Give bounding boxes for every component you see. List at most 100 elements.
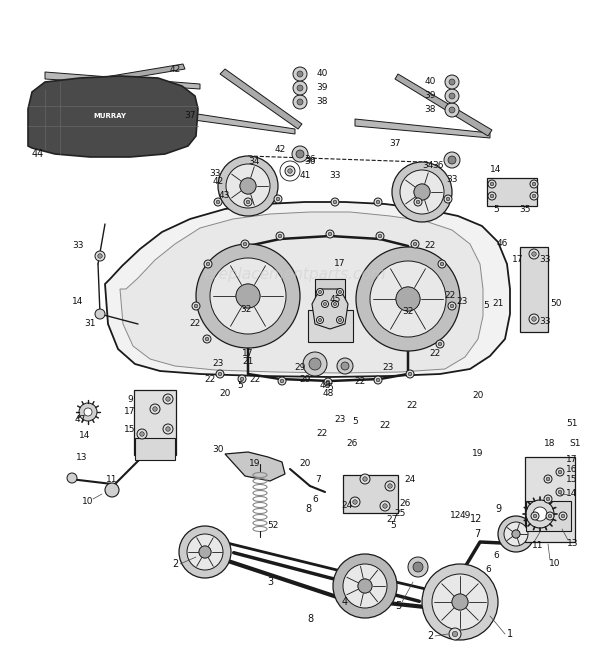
- Text: 22: 22: [204, 374, 215, 384]
- Circle shape: [488, 192, 496, 200]
- Circle shape: [280, 379, 284, 383]
- Circle shape: [326, 380, 330, 384]
- Text: 20: 20: [299, 459, 311, 469]
- Circle shape: [323, 302, 327, 305]
- Circle shape: [163, 424, 173, 434]
- Circle shape: [374, 376, 382, 384]
- Text: 51: 51: [566, 420, 578, 428]
- Circle shape: [274, 195, 282, 203]
- Circle shape: [316, 317, 323, 323]
- Circle shape: [67, 473, 77, 483]
- Text: 6: 6: [312, 495, 318, 503]
- Text: 19: 19: [249, 459, 261, 469]
- Circle shape: [216, 370, 224, 378]
- Circle shape: [376, 378, 380, 382]
- Text: 44: 44: [32, 149, 44, 159]
- Circle shape: [546, 477, 550, 481]
- Circle shape: [210, 258, 286, 334]
- Circle shape: [194, 304, 198, 308]
- Circle shape: [331, 198, 339, 206]
- Circle shape: [396, 287, 420, 311]
- Circle shape: [530, 180, 538, 188]
- Circle shape: [445, 89, 459, 103]
- Bar: [134, 390, 176, 454]
- Circle shape: [341, 362, 349, 370]
- Circle shape: [533, 507, 547, 521]
- Polygon shape: [63, 64, 185, 89]
- Text: 20: 20: [473, 392, 484, 400]
- Circle shape: [337, 358, 353, 374]
- Circle shape: [358, 579, 372, 593]
- Text: 33: 33: [72, 242, 84, 250]
- Circle shape: [370, 261, 446, 337]
- Circle shape: [414, 184, 430, 200]
- Circle shape: [532, 252, 536, 256]
- Text: 14: 14: [566, 489, 578, 499]
- Circle shape: [241, 240, 249, 248]
- Circle shape: [240, 178, 256, 194]
- Text: 22: 22: [379, 422, 391, 430]
- Text: 48: 48: [322, 390, 334, 398]
- Text: 22: 22: [316, 430, 327, 438]
- Circle shape: [360, 474, 370, 484]
- Circle shape: [546, 512, 554, 520]
- Circle shape: [504, 522, 528, 546]
- Text: 10: 10: [549, 560, 560, 568]
- Text: 33: 33: [539, 317, 550, 327]
- Circle shape: [561, 514, 565, 518]
- Circle shape: [449, 79, 455, 85]
- Text: 5: 5: [237, 382, 243, 390]
- Text: 40: 40: [316, 70, 327, 78]
- Text: 24: 24: [404, 475, 415, 483]
- Circle shape: [530, 192, 538, 200]
- Text: 32: 32: [402, 307, 414, 317]
- Circle shape: [205, 337, 209, 341]
- Circle shape: [490, 194, 494, 198]
- Circle shape: [199, 546, 211, 558]
- Circle shape: [512, 530, 520, 538]
- Circle shape: [153, 407, 158, 411]
- Circle shape: [488, 180, 496, 188]
- Circle shape: [432, 574, 488, 630]
- Polygon shape: [312, 289, 348, 329]
- Circle shape: [444, 195, 452, 203]
- Circle shape: [498, 516, 534, 552]
- Circle shape: [179, 526, 231, 578]
- Polygon shape: [395, 74, 492, 136]
- Circle shape: [303, 352, 327, 376]
- Bar: [520, 246, 548, 331]
- Circle shape: [296, 150, 304, 158]
- Circle shape: [526, 500, 554, 528]
- Circle shape: [411, 240, 419, 248]
- Circle shape: [95, 309, 105, 319]
- Circle shape: [385, 481, 395, 491]
- Text: 36: 36: [304, 155, 316, 163]
- Circle shape: [414, 198, 422, 206]
- Text: 22: 22: [189, 319, 201, 329]
- Text: 17: 17: [335, 260, 346, 268]
- Circle shape: [309, 358, 321, 370]
- Circle shape: [187, 534, 223, 570]
- Text: 39: 39: [316, 84, 328, 92]
- Text: 23: 23: [456, 297, 468, 307]
- Text: 50: 50: [550, 299, 562, 309]
- Circle shape: [556, 488, 564, 496]
- Text: 13: 13: [76, 454, 88, 463]
- Circle shape: [324, 378, 332, 386]
- Text: 29: 29: [299, 374, 311, 384]
- Circle shape: [216, 201, 220, 204]
- Polygon shape: [355, 119, 490, 138]
- Text: 23: 23: [212, 359, 224, 369]
- Text: 6: 6: [485, 564, 491, 574]
- Circle shape: [243, 242, 247, 246]
- Text: 5: 5: [483, 301, 489, 311]
- Circle shape: [333, 302, 336, 305]
- Circle shape: [544, 475, 552, 483]
- Circle shape: [490, 182, 494, 186]
- Polygon shape: [165, 109, 295, 134]
- Text: ereplacementparts.com: ereplacementparts.com: [204, 266, 386, 282]
- Circle shape: [440, 262, 444, 266]
- Circle shape: [236, 284, 260, 308]
- Circle shape: [544, 495, 552, 503]
- Text: 7: 7: [474, 529, 480, 539]
